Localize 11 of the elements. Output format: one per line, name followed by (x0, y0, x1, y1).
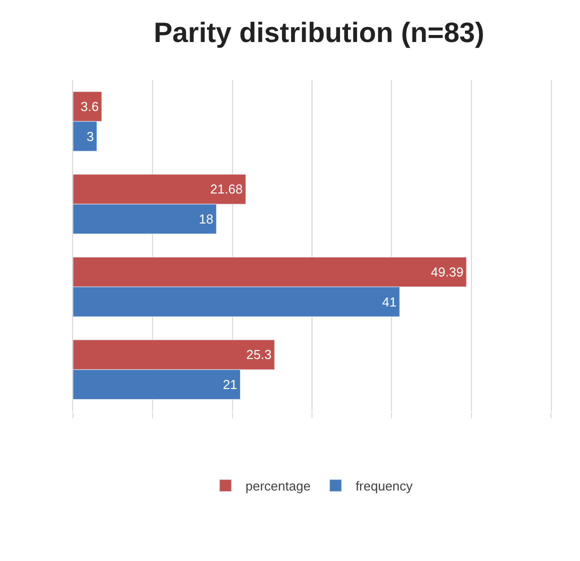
data-label: 18 (198, 212, 214, 227)
legend-label: percentage (246, 478, 311, 494)
data-label: 25.3 (246, 347, 272, 362)
data-label: 21.68 (210, 182, 243, 197)
data-label: 3 (86, 128, 94, 144)
data-label: 49.39 (430, 264, 464, 280)
data-label: 21 (222, 377, 238, 392)
data-label: 41 (382, 294, 397, 310)
chart-title: Parity distribution (n=83) (154, 17, 484, 48)
legend-label: frequency (356, 478, 414, 494)
data-label: 3.6 (80, 98, 99, 114)
